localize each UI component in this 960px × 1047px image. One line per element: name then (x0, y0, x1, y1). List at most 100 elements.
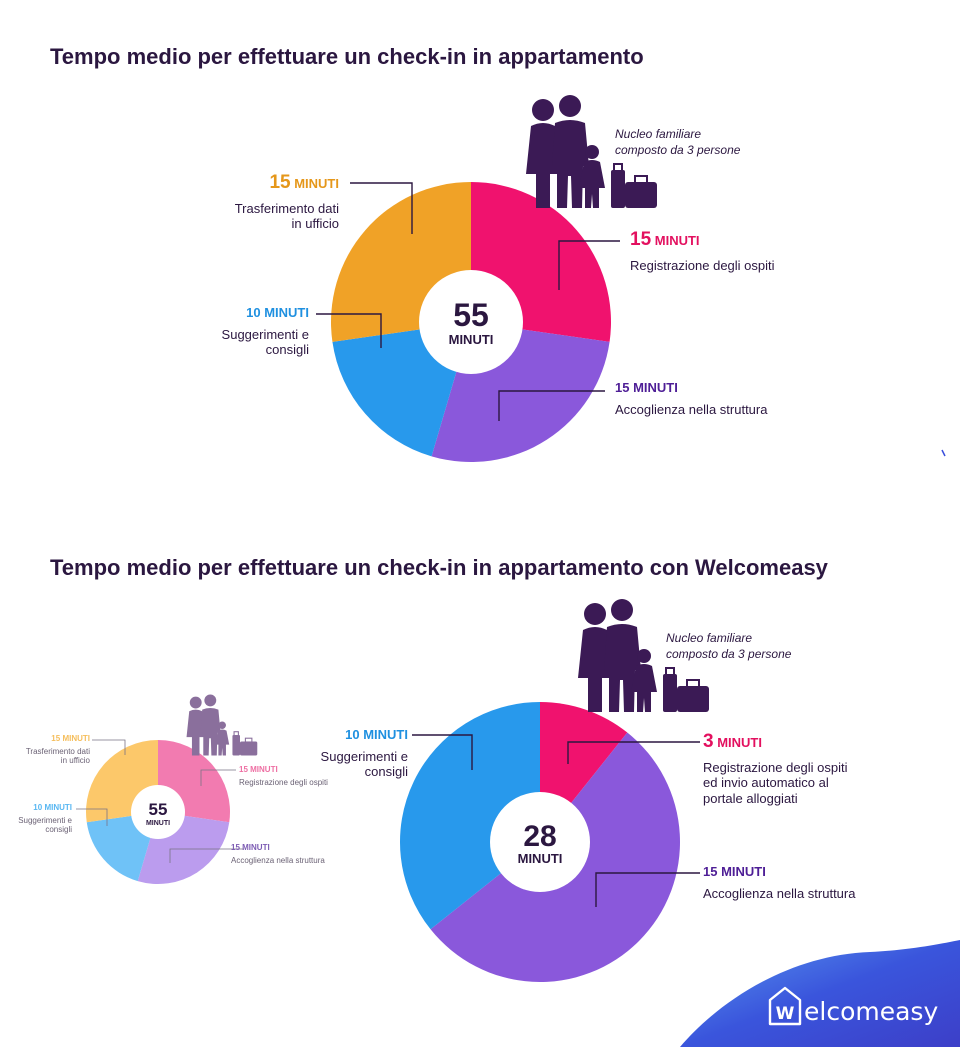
family-note-bottom-line-2: composto da 3 persone (666, 647, 792, 662)
label-tips-desc-line-1: Suggerimenti e (221, 326, 309, 342)
bottom-label-welcome-desc-line-1: Accoglienza nella struttura (703, 885, 856, 901)
small-label-transfer-unit: MINUTI (62, 734, 90, 743)
bottom-leader-line-registration (567, 741, 700, 764)
bottom-label-welcome-unit: MINUTI (721, 864, 766, 879)
leader-lines-bottom (412, 734, 700, 907)
label-welcome-desc: Accoglienza nella struttura (615, 402, 835, 418)
label-welcome-desc-line-1: Accoglienza nella struttura (615, 401, 768, 417)
leader-line-welcome (498, 390, 605, 421)
small-label-welcome-unit: MINUTI (242, 843, 270, 852)
leader-lines-small (76, 739, 244, 863)
small-label-tips-desc: Suggerimenti e consigli (2, 816, 72, 835)
label-welcome-value: 15 (615, 380, 630, 395)
bottom-leader-line-tips (412, 734, 473, 770)
family-note-line-2: composto da 3 persone (615, 143, 741, 158)
label-tips-unit: MINUTI (264, 305, 309, 320)
leader-lines-top (316, 182, 620, 421)
label-registration-desc: Registrazione degli ospiti (630, 258, 850, 274)
leader-line-transfer (350, 182, 413, 234)
label-tips-value: 10 (246, 305, 261, 320)
label-welcome: 15 MINUTI Accoglienza nella struttura (615, 380, 835, 417)
bottom-label-registration-desc: Registrazione degli ospiti ed invio auto… (703, 760, 923, 807)
logo-letter: W (776, 1004, 795, 1024)
label-welcome-unit: MINUTI (633, 380, 678, 395)
label-registration-value: 15 (630, 229, 652, 250)
small-label-tips-unit: MINUTI (44, 803, 72, 812)
label-registration-unit: MINUTI (654, 233, 700, 248)
edge-mark (941, 449, 946, 457)
family-note-line-1: Nucleo familiare (615, 127, 702, 141)
small-label-transfer: 15 MINUTI Trasferimento dati in ufficio (0, 734, 90, 766)
small-label-transfer-desc-line-1: Trasferimento dati (25, 746, 90, 756)
pie-bottom-slice-2 (399, 702, 540, 930)
label-transfer-desc: Trasferimento dati in ufficio (139, 201, 339, 232)
bottom-label-tips-desc-line-2: consigli (364, 764, 408, 780)
brand-wave (680, 940, 960, 1047)
pie-small-center-value: 55 (149, 800, 168, 819)
leader-line-registration (558, 240, 620, 290)
top-chart-title: Tempo medio per effettuare un check-in i… (50, 44, 644, 69)
small-leader-line-tips (76, 808, 108, 826)
pie-small-center-unit: MINUTI (146, 820, 170, 827)
small-label-registration-desc: Registrazione degli ospiti (239, 778, 339, 788)
bottom-label-registration-desc-line-1: Registrazione degli ospiti (703, 759, 848, 775)
bottom-label-registration-desc-line-2: ed invio automatico al (703, 775, 829, 791)
label-transfer: 15 MINUTI Trasferimento dati in ufficio (139, 172, 339, 232)
label-transfer-value: 15 (269, 172, 291, 193)
label-transfer-desc-line-2: in ufficio (291, 216, 339, 232)
label-transfer-unit: MINUTI (294, 176, 339, 191)
bottom-label-registration: 3 MINUTI Registrazione degli ospiti ed i… (703, 731, 923, 807)
family-note-bottom-line-1: Nucleo familiare (666, 631, 753, 645)
family-note-top: Nucleo familiare composto da 3 persone (615, 126, 740, 158)
small-label-tips: 10 MINUTI Suggerimenti e consigli (2, 803, 72, 835)
small-label-tips-value: 10 (33, 803, 43, 812)
bottom-label-tips-value: 10 (345, 727, 360, 742)
small-leader-line-welcome (169, 848, 244, 863)
bottom-label-registration-desc-line-3: portale alloggiati (703, 790, 798, 806)
welcomeasy-logo-icon (768, 986, 802, 1026)
small-label-registration-unit: MINUTI (250, 765, 278, 774)
small-label-transfer-desc: Trasferimento dati in ufficio (0, 747, 90, 766)
leader-line-tips (316, 313, 382, 348)
small-label-registration-desc-line-1: Registrazione degli ospiti (239, 777, 328, 787)
bottom-chart-title: Tempo medio per effettuare un check-in i… (50, 555, 828, 580)
brand-name: elcomeasy (804, 997, 939, 1026)
small-label-registration-value: 15 (239, 765, 248, 774)
pie-top-center-unit: MINUTI (449, 332, 494, 347)
bottom-label-welcome-value: 15 (703, 864, 718, 879)
small-label-tips-desc-line-2: consigli (45, 825, 72, 835)
bottom-label-registration-value: 3 (703, 731, 714, 752)
bottom-label-welcome: 15 MINUTI Accoglienza nella struttura (703, 864, 923, 901)
pie-bottom-center-unit: MINUTI (518, 851, 563, 866)
bottom-label-tips-desc-line-1: Suggerimenti e (320, 748, 408, 764)
bottom-label-welcome-desc: Accoglienza nella struttura (703, 886, 923, 902)
pie-top-center-value: 55 (453, 297, 489, 333)
small-leader-line-registration (200, 769, 236, 786)
small-label-transfer-value: 15 (51, 734, 61, 743)
small-label-transfer-desc-line-2: in ufficio (60, 756, 90, 766)
label-registration-desc-line-1: Registrazione degli ospiti (630, 257, 775, 273)
small-leader-line-transfer (92, 739, 126, 755)
bottom-label-tips-desc: Suggerimenti e consigli (208, 749, 408, 780)
small-label-welcome-value: 15 (231, 843, 240, 852)
bottom-label-tips: 10 MINUTI Suggerimenti e consigli (208, 727, 408, 780)
label-tips-desc: Suggerimenti e consigli (109, 327, 309, 358)
pie-bottom-center-hole (490, 792, 590, 892)
label-transfer-desc-line-1: Trasferimento dati (234, 200, 339, 216)
label-tips-desc-line-2: consigli (265, 342, 309, 358)
pie-small-center-hole (131, 785, 185, 839)
bottom-label-tips-unit: MINUTI (363, 727, 408, 742)
label-registration: 15 MINUTI Registrazione degli ospiti (630, 229, 850, 273)
pie-bottom-center-value: 28 (523, 820, 556, 853)
family-note-bottom: Nucleo familiare composto da 3 persone (666, 630, 791, 662)
small-label-welcome-desc-line-1: Accoglienza nella struttura (231, 855, 325, 865)
small-label-welcome-desc: Accoglienza nella struttura (231, 856, 341, 866)
small-label-welcome: 15 MINUTI Accoglienza nella struttura (231, 843, 341, 865)
small-label-registration: 15 MINUTI Registrazione degli ospiti (239, 765, 339, 787)
bottom-leader-line-welcome (595, 872, 700, 907)
pie-top-center-hole (419, 270, 523, 374)
